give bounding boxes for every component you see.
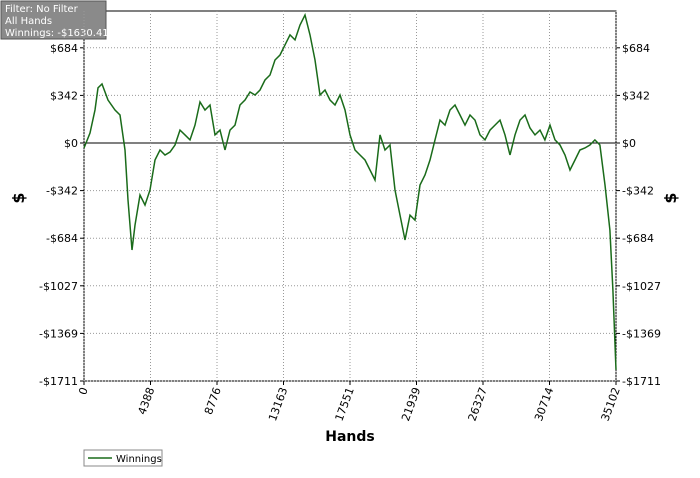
y-tick-label: -$1027: [39, 280, 78, 293]
y-tick-label: -$342: [46, 185, 78, 198]
x-tick-label: 30714: [532, 386, 556, 423]
y-tick-label: -$1369: [39, 327, 78, 340]
plot-area: [83, 10, 617, 382]
legend-box: [83, 449, 163, 467]
y2-tick-label: $342: [622, 89, 650, 102]
y2-tick-label: -$1711: [622, 375, 661, 388]
y2-tick-label: -$342: [622, 185, 654, 198]
y2-tick-label: $684: [622, 42, 650, 55]
y-tick-label: -$684: [46, 232, 78, 245]
legend-label: Winnings: [116, 454, 162, 465]
x-tick-label: 17551: [333, 386, 357, 423]
info-line: Filter: No Filter: [5, 4, 79, 15]
y2-tick-label: $0: [622, 137, 636, 150]
x-axis-label: Hands: [325, 429, 375, 445]
y-axis-label: $: [9, 192, 28, 203]
y2-axis-label: $: [661, 192, 680, 203]
x-tick-label: 8776: [202, 386, 224, 417]
y2-tick-label: -$1369: [622, 327, 661, 340]
y2-tick-label: -$1027: [622, 280, 661, 293]
x-tick-label: 35102: [599, 386, 623, 423]
y2-tick-label: -$684: [622, 232, 654, 245]
x-tick-label: 4388: [136, 386, 158, 417]
info-line: All Hands: [5, 16, 52, 27]
x-tick-label: 13163: [266, 386, 290, 423]
line-series: [83, 12, 617, 370]
y-tick-label: $342: [50, 89, 78, 102]
x-tick-label: 21939: [399, 386, 423, 423]
y-tick-label: $684: [50, 42, 78, 55]
y-tick-label: $0: [64, 137, 78, 150]
info-box-bg: [0, 0, 107, 40]
x-tick-label: 0: [76, 386, 91, 397]
info-line: Winnings: -$1630.41: [5, 28, 109, 39]
y-tick-label: -$1711: [39, 375, 78, 388]
legend: Winnings: [83, 449, 163, 467]
x-tick-label: 26327: [466, 386, 490, 423]
